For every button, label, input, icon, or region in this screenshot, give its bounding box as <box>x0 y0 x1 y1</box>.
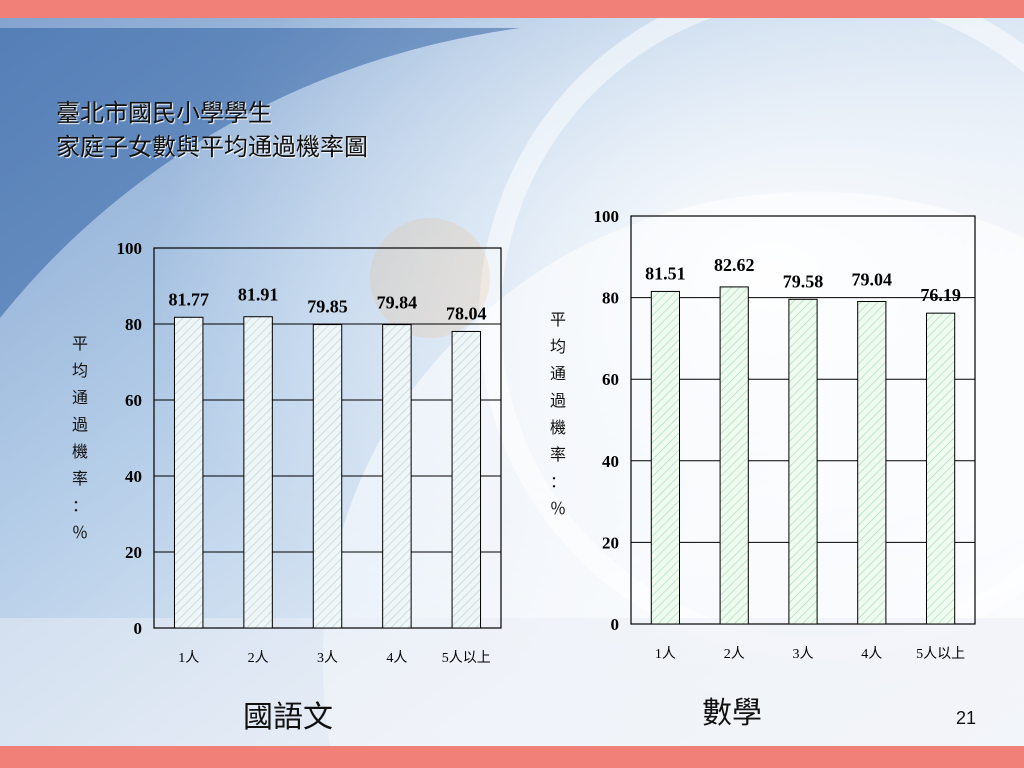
math-y-tick-label: 40 <box>602 452 619 471</box>
math-y-axis-label: 平 均 通 過 機 率 ： ％ <box>548 306 568 522</box>
math-chart-name: 數學 <box>702 696 762 731</box>
chinese-data-label: 81.91 <box>238 285 279 305</box>
chinese-data-label: 81.77 <box>168 289 209 309</box>
chinese-bar <box>382 324 412 629</box>
chinese-x-tick-label: 1人 <box>178 650 199 666</box>
math-ylabel-char: 過 <box>549 391 566 410</box>
math-ylabel-char: 均 <box>549 337 566 356</box>
chinese-x-tick-label: 4人 <box>386 650 407 666</box>
math-ylabel-char: ％ <box>549 499 566 518</box>
chinese-x-tick-label: 3人 <box>317 650 338 666</box>
chinese-y-axis-label: 平 均 通 過 機 率 ： ％ <box>70 330 90 546</box>
math-ylabel-char: 機 <box>549 418 566 437</box>
bottom-band <box>0 746 1024 768</box>
math-data-label: 82.62 <box>714 255 755 275</box>
math-bar <box>650 290 681 625</box>
chinese-ylabel-char: 通 <box>71 388 88 407</box>
math-data-label: 79.58 <box>783 271 824 291</box>
chinese-ylabel-char: ％ <box>71 523 88 542</box>
chinese-chart-name: 國語文 <box>243 700 333 735</box>
math-x-tick-label: 5人以上 <box>916 646 965 662</box>
top-band <box>0 0 1024 18</box>
math-x-tick-label: 3人 <box>793 646 814 662</box>
page-number: 21 <box>956 708 977 728</box>
chinese-y-tick-label: 0 <box>134 619 143 638</box>
chinese-ylabel-char: 機 <box>71 442 88 461</box>
math-ylabel-char: 通 <box>549 364 566 383</box>
math-data-label: 76.19 <box>920 285 961 305</box>
chinese-bar <box>451 330 482 629</box>
chinese-ylabel-char: 均 <box>71 361 88 380</box>
math-y-tick-label: 0 <box>611 615 620 634</box>
slide-title: 臺北市國民小學學生 家庭子女數與平均通過機率圖 <box>56 96 368 164</box>
chinese-y-tick-label: 20 <box>125 543 142 562</box>
slide-title-line-1: 臺北市國民小學學生 <box>56 99 272 127</box>
math-bar <box>925 312 956 625</box>
chinese-data-label: 79.85 <box>307 297 348 317</box>
math-bar <box>857 301 887 625</box>
chinese-data-label: 78.04 <box>446 303 487 323</box>
clock-background-decoration <box>0 18 1024 746</box>
chinese-ylabel-char: 過 <box>71 415 88 434</box>
slide-title-line-2: 家庭子女數與平均通過機率圖 <box>56 133 368 161</box>
chinese-x-tick-label: 5人以上 <box>442 650 491 666</box>
chinese-y-tick-label: 100 <box>117 239 143 258</box>
math-y-tick-label: 60 <box>602 370 619 389</box>
math-ylabel-char: 平 <box>549 310 566 329</box>
math-ylabel-char: ： <box>549 472 566 491</box>
math-y-tick-label: 100 <box>594 207 620 226</box>
chinese-ylabel-char: ： <box>71 496 88 515</box>
chinese-ylabel-char: 平 <box>71 334 88 353</box>
math-x-tick-label: 4人 <box>861 646 882 662</box>
math-data-label: 79.04 <box>852 270 893 290</box>
math-x-tick-label: 1人 <box>655 646 676 662</box>
math-bar <box>719 286 749 625</box>
chinese-bar <box>243 316 273 629</box>
math-y-tick-label: 80 <box>602 289 619 308</box>
chinese-y-tick-label: 60 <box>125 391 142 410</box>
math-data-label: 81.51 <box>645 263 686 283</box>
chinese-x-tick-label: 2人 <box>248 650 269 666</box>
math-x-tick-label: 2人 <box>724 646 745 662</box>
chinese-y-tick-label: 80 <box>125 315 142 334</box>
math-ylabel-char: 率 <box>549 445 566 464</box>
chinese-bar <box>312 324 343 629</box>
math-y-tick-label: 20 <box>602 533 619 552</box>
chinese-data-label: 79.84 <box>377 293 418 313</box>
chinese-ylabel-char: 率 <box>71 469 88 488</box>
chinese-y-tick-label: 40 <box>125 467 142 486</box>
math-bar <box>788 298 818 625</box>
chinese-bar <box>173 316 204 629</box>
